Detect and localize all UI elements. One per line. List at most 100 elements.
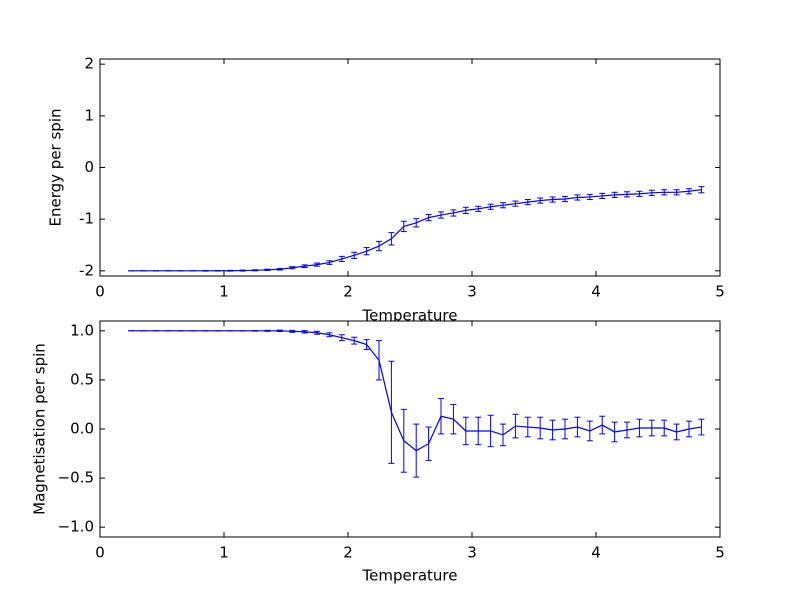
error-bar	[549, 419, 556, 441]
error-bar	[450, 403, 457, 435]
error-bar	[487, 414, 494, 448]
error-bar	[624, 191, 630, 198]
error-bar	[599, 415, 606, 435]
error-bar	[289, 266, 296, 270]
error-bar	[524, 199, 531, 206]
axes-frame	[99, 58, 721, 277]
error-bar	[648, 189, 655, 196]
y-tick-label: -2	[79, 261, 94, 279]
error-bar	[301, 264, 308, 268]
error-bar	[512, 200, 519, 207]
x-tick-label: 0	[95, 544, 105, 562]
error-bar	[388, 232, 395, 246]
error-bar	[326, 260, 333, 265]
error-bar	[661, 189, 668, 196]
error-bar	[376, 240, 382, 252]
error-bar	[586, 420, 593, 442]
error-bar	[326, 332, 333, 338]
error-bar	[611, 191, 618, 198]
error-bar	[636, 190, 643, 197]
error-bar	[562, 195, 568, 203]
error-bar	[376, 340, 382, 381]
y-tick-label: −0.5	[58, 469, 94, 487]
x-tick-label: 1	[219, 544, 229, 562]
error-bar	[214, 270, 221, 272]
error-bar	[314, 330, 320, 335]
error-bar	[363, 247, 370, 256]
error-bar	[252, 330, 258, 332]
y-tick-label: 0	[84, 158, 94, 176]
x-tick-label: 5	[715, 544, 725, 562]
y-tick-label: 2	[84, 55, 94, 73]
error-bar	[276, 329, 283, 333]
x-axis-label: Temperature	[361, 307, 457, 325]
error-bar	[264, 268, 271, 271]
error-bar	[624, 421, 630, 439]
y-tick-label: 0.5	[70, 370, 94, 388]
error-bar	[338, 334, 345, 342]
error-bar	[425, 214, 432, 222]
error-bar	[648, 419, 655, 437]
error-bar	[289, 329, 296, 333]
error-bar	[438, 211, 444, 219]
error-bar	[673, 189, 680, 196]
error-bar	[686, 420, 692, 438]
error-bar	[388, 360, 395, 464]
error-bar	[537, 416, 544, 440]
error-bar	[549, 196, 556, 203]
x-tick-label: 4	[591, 544, 601, 562]
error-bar	[413, 218, 420, 228]
error-bar	[636, 418, 643, 438]
error-bar	[586, 193, 593, 201]
y-tick-label: 0.0	[70, 420, 94, 438]
y-tick-label: −1.0	[58, 518, 94, 536]
y-axis-label: Energy per spin	[47, 109, 65, 227]
error-bar	[673, 423, 680, 441]
x-axis-label: Temperature	[361, 567, 457, 585]
error-bar	[562, 418, 568, 440]
error-bar	[574, 194, 581, 201]
error-bar	[574, 416, 581, 438]
error-bar	[475, 416, 482, 446]
error-bar	[301, 330, 308, 334]
x-tick-label: 2	[343, 283, 353, 301]
error-bar	[661, 419, 668, 437]
x-tick-label: 2	[343, 544, 353, 562]
error-bar	[400, 220, 407, 233]
x-tick-label: 5	[715, 283, 725, 301]
error-bar	[202, 270, 209, 272]
error-bar	[475, 205, 482, 212]
x-tick-label: 1	[219, 283, 229, 301]
error-bar	[264, 329, 271, 332]
y-axis-label: Magnetisation per spin	[31, 343, 49, 515]
x-tick-label: 3	[467, 544, 477, 562]
plot-area	[100, 321, 720, 537]
error-bar	[351, 336, 358, 345]
error-bar	[487, 203, 494, 210]
x-tick-label: 3	[467, 283, 477, 301]
error-bar	[599, 192, 606, 199]
error-bar	[512, 413, 519, 439]
x-tick-label: 0	[95, 283, 105, 301]
error-bar	[227, 269, 234, 272]
x-tick-label: 4	[591, 283, 601, 301]
error-bar	[500, 202, 506, 209]
error-bar	[698, 186, 705, 194]
error-bar	[276, 268, 283, 271]
error-bar	[314, 262, 320, 267]
error-bar	[450, 209, 457, 217]
error-bar	[363, 339, 370, 350]
error-bar	[252, 269, 258, 272]
error-bar	[438, 398, 444, 435]
y-tick-label: 1	[84, 106, 94, 124]
error-bar	[462, 416, 469, 446]
error-bar	[524, 416, 531, 438]
error-bar	[400, 408, 407, 473]
error-bar	[500, 423, 506, 447]
error-bar	[537, 197, 544, 204]
error-bar	[686, 188, 692, 195]
error-bar	[239, 269, 246, 272]
error-bar	[338, 255, 345, 263]
error-bar	[462, 206, 469, 214]
